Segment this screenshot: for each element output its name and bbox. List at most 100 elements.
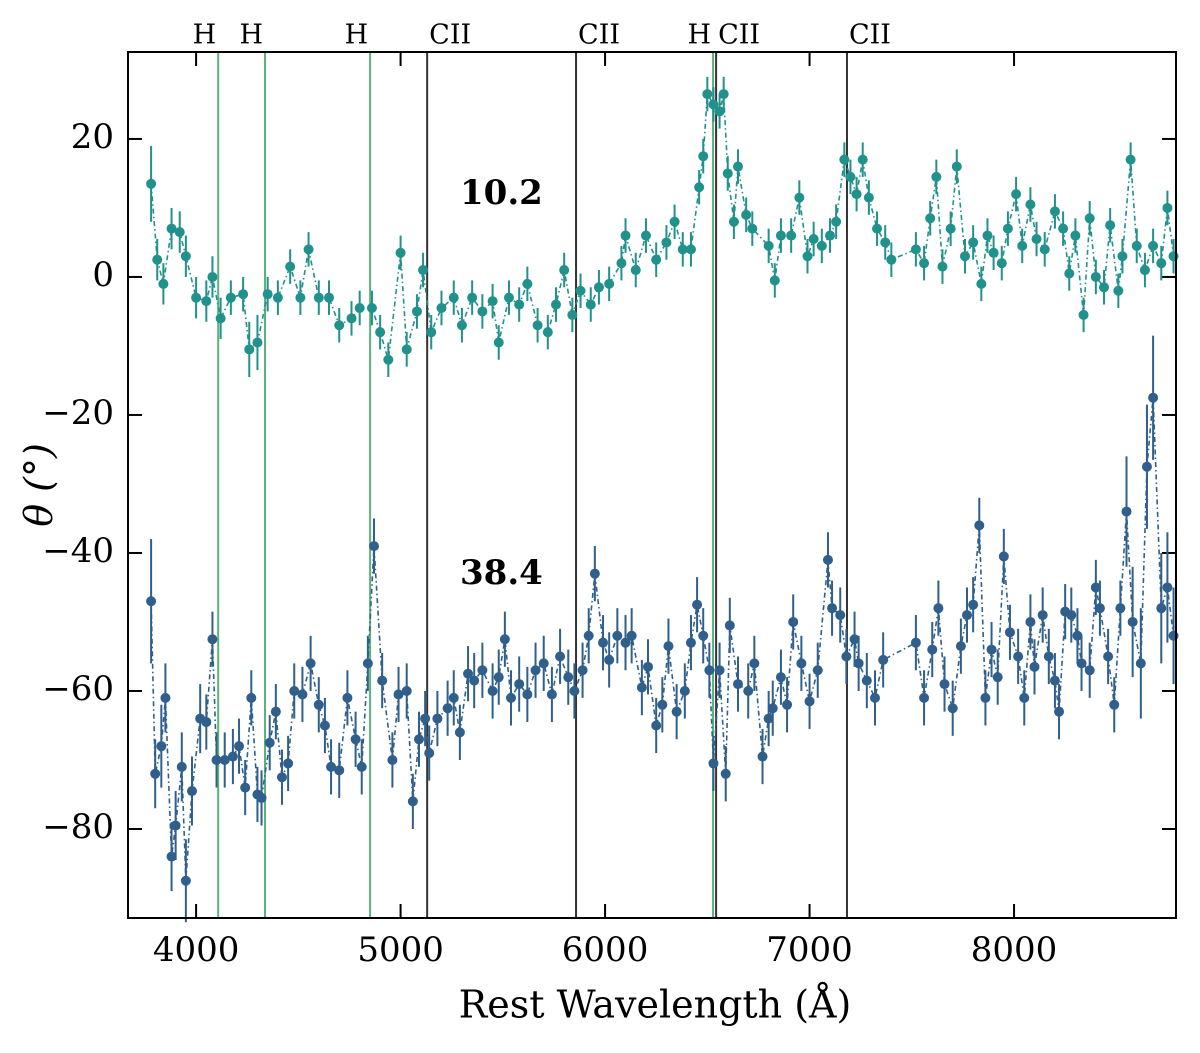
data-point	[448, 692, 459, 703]
data-point	[827, 603, 838, 614]
data-point	[463, 668, 474, 679]
series-annotation: 38.4	[460, 553, 543, 593]
data-point	[413, 734, 424, 745]
data-point	[477, 306, 488, 317]
data-point	[503, 292, 514, 303]
data-point	[616, 258, 627, 269]
data-point	[407, 796, 418, 807]
data-point	[968, 599, 979, 610]
data-point	[356, 761, 367, 772]
data-point	[767, 703, 778, 714]
data-point	[1131, 240, 1142, 251]
data-point	[493, 672, 504, 683]
data-point	[234, 741, 245, 752]
data-point	[794, 192, 805, 203]
data-point	[769, 275, 780, 286]
data-point	[845, 171, 856, 182]
data-point	[1103, 651, 1114, 662]
data-point	[225, 292, 236, 303]
data-point	[1002, 223, 1013, 234]
data-point	[704, 665, 715, 676]
data-point	[732, 161, 743, 172]
data-point	[1168, 251, 1179, 262]
data-point	[146, 178, 157, 189]
data-point	[651, 720, 662, 731]
data-point	[685, 244, 696, 255]
data-point	[1066, 610, 1077, 621]
data-point	[1072, 630, 1083, 641]
data-point	[456, 320, 467, 331]
data-point	[976, 278, 987, 289]
data-point	[295, 292, 306, 303]
data-point	[1090, 582, 1101, 593]
data-point	[238, 289, 249, 300]
data-point	[872, 223, 883, 234]
data-point	[262, 289, 273, 300]
data-point	[937, 261, 948, 272]
data-point	[630, 265, 641, 276]
data-point	[718, 89, 729, 100]
data-point	[959, 251, 970, 262]
data-point	[722, 168, 733, 179]
data-point	[201, 717, 212, 728]
data-point	[264, 737, 275, 748]
data-point	[1054, 706, 1065, 717]
data-point	[880, 237, 891, 248]
data-point	[685, 637, 696, 648]
data-point	[728, 216, 739, 227]
data-point	[851, 189, 862, 200]
data-point	[334, 320, 345, 331]
data-point	[720, 768, 731, 779]
data-point	[657, 699, 668, 710]
data-point	[589, 568, 600, 579]
data-point	[1004, 627, 1015, 638]
data-point	[982, 230, 993, 241]
data-point	[620, 230, 631, 241]
data-point	[555, 651, 566, 662]
data-point	[749, 658, 760, 669]
data-point	[1099, 282, 1110, 293]
data-point	[477, 665, 488, 676]
data-point	[567, 309, 578, 320]
line-label: H	[239, 20, 263, 51]
data-point	[420, 713, 431, 724]
data-point	[998, 551, 1009, 562]
data-point	[945, 223, 956, 234]
data-point	[825, 230, 836, 241]
data-point	[305, 658, 316, 669]
data-point	[931, 171, 942, 182]
data-point	[863, 192, 874, 203]
data-point	[775, 672, 786, 683]
data-point	[244, 344, 255, 355]
data-point	[324, 292, 335, 303]
data-point	[869, 692, 880, 703]
data-point	[763, 240, 774, 251]
data-point	[1025, 199, 1036, 210]
data-point	[861, 675, 872, 686]
data-point	[663, 641, 674, 652]
data-point	[522, 689, 533, 700]
data-point	[1156, 258, 1167, 269]
x-tick-label: 4000	[153, 930, 240, 970]
data-point	[620, 637, 631, 648]
data-point	[839, 154, 850, 165]
y-tick-label: −60	[42, 669, 114, 709]
data-point	[158, 278, 169, 289]
data-point	[939, 679, 950, 690]
data-point	[947, 703, 958, 714]
data-point	[577, 665, 588, 676]
data-point	[252, 337, 263, 348]
data-point	[763, 713, 774, 724]
data-point	[747, 223, 758, 234]
data-point	[530, 665, 541, 676]
data-point	[436, 303, 447, 314]
data-point	[1127, 616, 1138, 627]
y-axis-label: θ (°)	[17, 443, 61, 527]
data-point	[1070, 230, 1081, 241]
data-point	[559, 265, 570, 276]
data-point	[532, 320, 543, 331]
data-point	[708, 758, 719, 769]
data-point	[313, 292, 324, 303]
line-label: CII	[429, 20, 471, 51]
data-point	[1064, 268, 1075, 279]
